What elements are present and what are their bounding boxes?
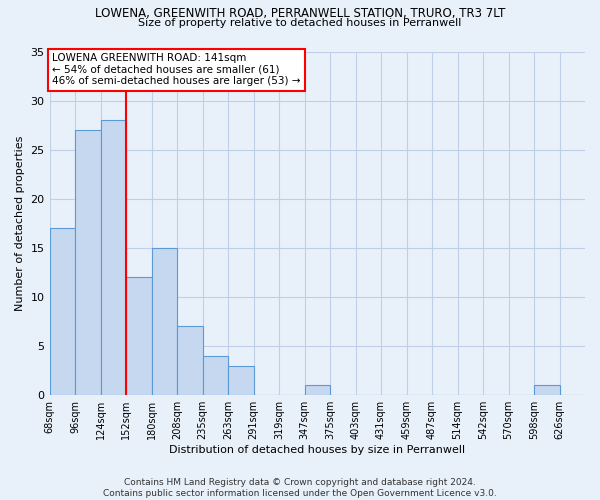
Bar <box>50 228 75 395</box>
Text: LOWENA, GREENWITH ROAD, PERRANWELL STATION, TRURO, TR3 7LT: LOWENA, GREENWITH ROAD, PERRANWELL STATI… <box>95 8 505 20</box>
Bar <box>228 366 254 395</box>
Text: Contains HM Land Registry data © Crown copyright and database right 2024.
Contai: Contains HM Land Registry data © Crown c… <box>103 478 497 498</box>
Bar <box>152 248 177 395</box>
Bar <box>203 356 228 395</box>
Bar <box>126 278 152 395</box>
Y-axis label: Number of detached properties: Number of detached properties <box>15 136 25 311</box>
Text: LOWENA GREENWITH ROAD: 141sqm
← 54% of detached houses are smaller (61)
46% of s: LOWENA GREENWITH ROAD: 141sqm ← 54% of d… <box>52 53 301 86</box>
Bar <box>177 326 203 395</box>
Bar <box>75 130 101 395</box>
Bar <box>305 386 330 395</box>
Text: Size of property relative to detached houses in Perranwell: Size of property relative to detached ho… <box>139 18 461 28</box>
X-axis label: Distribution of detached houses by size in Perranwell: Distribution of detached houses by size … <box>169 445 466 455</box>
Bar <box>101 120 126 395</box>
Bar <box>534 386 560 395</box>
